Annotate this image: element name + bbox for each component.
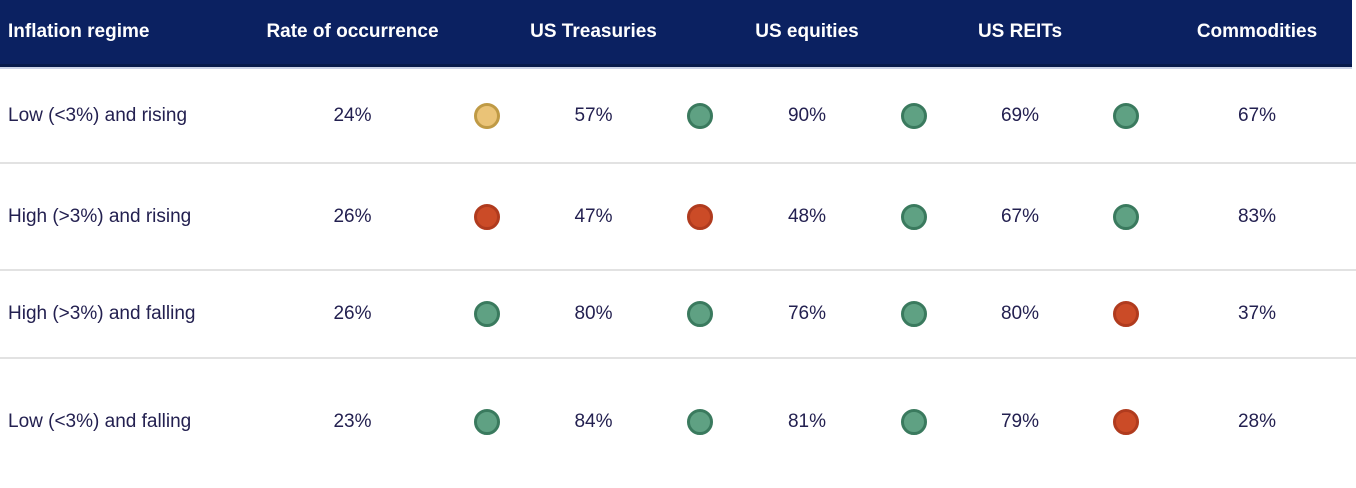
asset-value: 90%: [787, 104, 827, 126]
asset-cell: 90%: [668, 102, 882, 129]
status-dot-icon-negative: [474, 203, 500, 230]
regime-cell: High (>3%) and rising: [8, 205, 192, 227]
status-dot-icon-positive: [687, 409, 713, 435]
status-dot-icon-positive: [1113, 102, 1139, 129]
header-us-reits-label: US REITs: [977, 21, 1063, 42]
table-row: Low (<3%) and rising 24% 57% 90% 69% 67%: [0, 69, 1356, 162]
header-rate-of-occurrence: Rate of occurrence: [266, 21, 439, 42]
status-dot-icon-negative: [1113, 301, 1139, 327]
asset-value: 48%: [787, 205, 827, 227]
asset-cell: 83%: [1094, 203, 1356, 230]
status-dot-icon-positive: [687, 301, 713, 327]
occurrence-cell: 23%: [333, 411, 372, 432]
asset-cell: 37%: [1094, 301, 1356, 327]
table-body: Low (<3%) and rising 24% 57% 90% 69% 67%…: [0, 69, 1356, 485]
asset-cell: 28%: [1094, 409, 1356, 435]
header-commodities-label: Commodities: [1196, 21, 1318, 42]
status-dot-icon-positive: [474, 409, 500, 435]
asset-value: 80%: [1000, 303, 1040, 324]
asset-cell: 57%: [455, 102, 668, 129]
asset-cell: 69%: [882, 102, 1094, 129]
header-inflation-regime: Inflation regime: [8, 21, 150, 42]
status-dot-icon-negative: [687, 203, 713, 230]
status-dot-icon-positive: [687, 102, 713, 129]
table-row: Low (<3%) and falling 23% 84% 81% 79% 28…: [0, 357, 1356, 485]
regime-cell: High (>3%) and falling: [8, 303, 196, 324]
status-dot-icon-positive: [901, 301, 927, 327]
header-us-reits: US REITs: [882, 21, 1094, 43]
regime-cell: Low (<3%) and rising: [8, 104, 188, 126]
asset-value: 37%: [1237, 303, 1277, 324]
asset-value: 47%: [574, 205, 613, 227]
status-dot-icon-positive: [901, 102, 927, 129]
asset-cell: 76%: [668, 301, 882, 327]
header-us-treasuries-label: US Treasuries: [530, 21, 657, 42]
asset-value: 81%: [787, 411, 827, 432]
asset-value: 57%: [574, 104, 613, 126]
table-row: High (>3%) and falling 26% 80% 76% 80% 3…: [0, 269, 1356, 357]
status-dot-icon-positive: [474, 301, 500, 327]
asset-cell: 48%: [668, 203, 882, 230]
asset-value: 28%: [1237, 411, 1277, 432]
asset-cell: 47%: [455, 203, 668, 230]
occurrence-cell: 26%: [333, 303, 372, 324]
regime-cell: Low (<3%) and falling: [8, 411, 192, 432]
asset-cell: 67%: [882, 203, 1094, 230]
asset-cell: 80%: [882, 301, 1094, 327]
status-dot-icon-positive: [901, 409, 927, 435]
header-us-equities: US equities: [668, 21, 882, 43]
status-dot-icon-negative: [1113, 409, 1139, 435]
asset-value: 80%: [574, 303, 613, 324]
asset-value: 83%: [1237, 205, 1277, 227]
header-us-equities-label: US equities: [755, 21, 859, 42]
header-underline: [0, 67, 1352, 69]
status-dot-icon-positive: [901, 203, 927, 230]
asset-value: 79%: [1000, 411, 1040, 432]
asset-value: 76%: [787, 303, 827, 324]
header-commodities: Commodities: [1094, 21, 1356, 43]
asset-cell: 79%: [882, 409, 1094, 435]
asset-value: 69%: [1000, 104, 1040, 126]
asset-cell: 81%: [668, 409, 882, 435]
asset-value: 67%: [1000, 205, 1040, 227]
header-us-treasuries: US Treasuries: [455, 21, 668, 43]
occurrence-cell: 26%: [333, 205, 372, 227]
table-row: High (>3%) and rising 26% 47% 48% 67% 83…: [0, 162, 1356, 269]
status-dot-icon-neutral: [474, 102, 500, 129]
asset-cell: 67%: [1094, 102, 1356, 129]
occurrence-cell: 24%: [333, 104, 372, 126]
table-header-row: Inflation regime Rate of occurrence US T…: [0, 0, 1352, 67]
status-dot-icon-positive: [1113, 203, 1139, 230]
asset-value: 67%: [1237, 104, 1277, 126]
asset-cell: 80%: [455, 301, 668, 327]
asset-value: 84%: [574, 411, 613, 432]
asset-cell: 84%: [455, 409, 668, 435]
